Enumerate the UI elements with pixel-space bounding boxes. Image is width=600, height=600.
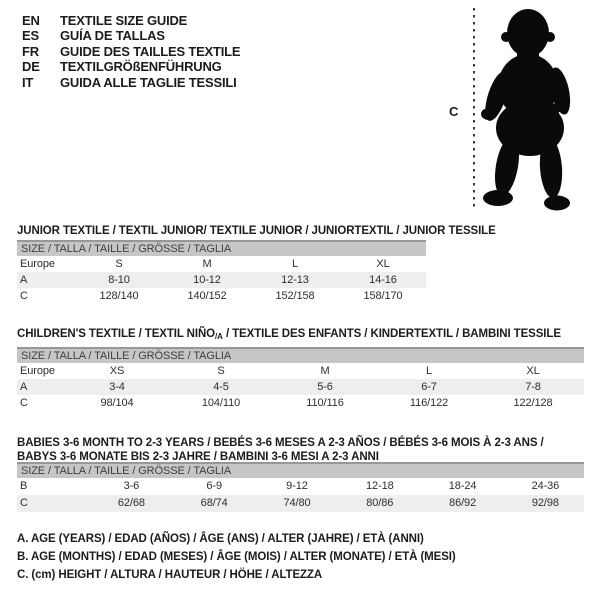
age-cell: 10-12 xyxy=(193,274,221,286)
footnote-c: C. (cm) HEIGHT / ALTURA / HAUTEUR / HÖHE… xyxy=(17,569,323,582)
age-cell: 14-16 xyxy=(369,274,397,286)
junior-size-table: SIZE / TALLA / TAILLE / GRÖSSE / TAGLIA … xyxy=(17,240,426,304)
language-row-fr: FR GUIDE DES TAILLES TEXTILE xyxy=(22,43,241,59)
size-header-bar: SIZE / TALLA / TAILLE / GRÖSSE / TAGLIA xyxy=(17,462,584,478)
title-text: / TEXTILE DES ENFANTS / KINDERTEXTIL / B… xyxy=(222,327,561,340)
language-code: IT xyxy=(22,74,34,90)
height-cell: 110/116 xyxy=(306,397,344,409)
age-cell: 9-12 xyxy=(286,480,308,492)
age-cell: 8-10 xyxy=(108,274,130,286)
height-cell: 140/152 xyxy=(187,290,227,302)
size-cell: XL xyxy=(526,365,540,377)
language-code: DE xyxy=(22,59,40,75)
title-subscript: /A xyxy=(215,331,223,341)
footnote-b: B. AGE (MONTHS) / EDAD (MESES) / ÂGE (MO… xyxy=(17,551,456,564)
age-cell: 3-4 xyxy=(109,381,125,393)
height-cell: 62/68 xyxy=(117,497,145,509)
footnotes: A. AGE (YEARS) / EDAD (AÑOS) / ÂGE (ANS)… xyxy=(17,530,456,585)
language-code: FR xyxy=(22,43,39,59)
age-cell: 4-5 xyxy=(213,381,229,393)
age-cell: 7-8 xyxy=(525,381,541,393)
title-text: CHILDREN'S TEXTILE / TEXTIL NIÑO xyxy=(17,327,216,340)
language-label: TEXTILE SIZE GUIDE xyxy=(60,13,188,28)
row-label: C xyxy=(20,397,28,409)
height-cell: 128/140 xyxy=(99,290,139,302)
height-cell: 98/104 xyxy=(100,397,134,409)
table-row-europe: Europe S M L XL xyxy=(17,256,426,272)
age-cell: 12-18 xyxy=(365,480,394,492)
height-cell: 80/86 xyxy=(366,497,394,509)
babies-table-title: BABIES 3-6 MONTH TO 2-3 YEARS / BEBÉS 3-… xyxy=(17,436,544,465)
size-cell: L xyxy=(425,365,433,377)
table-row-age: A 8-10 10-12 12-13 14-16 xyxy=(17,272,426,288)
language-list: EN TEXTILE SIZE GUIDE ES GUÍA DE TALLAS … xyxy=(22,13,241,90)
language-label: GUIDA ALLE TAGLIE TESSILI xyxy=(60,74,237,90)
size-cell: L xyxy=(291,258,299,270)
title-line-1: BABIES 3-6 MONTH TO 2-3 YEARS / BEBÉS 3-… xyxy=(17,436,544,449)
language-row-de: DE TEXTILGRÖßENFÜHRUNG xyxy=(22,59,240,74)
height-cell: 68/74 xyxy=(200,497,228,509)
size-cell: S xyxy=(217,365,225,377)
children-table-title: CHILDREN'S TEXTILE / TEXTIL NIÑO/A / TEX… xyxy=(17,328,561,341)
age-cell: 12-13 xyxy=(281,274,309,286)
height-cell: 158/170 xyxy=(363,290,403,302)
language-label: GUIDE DES TAILLES TEXTILE xyxy=(60,43,241,59)
size-cell: M xyxy=(320,365,330,377)
size-cell: M xyxy=(202,258,212,270)
baby-silhouette-icon xyxy=(481,9,571,211)
row-label: Europe xyxy=(20,365,55,377)
language-label: TEXTILGRÖßENFÜHRUNG xyxy=(60,59,222,75)
size-header-bar: SIZE / TALLA / TAILLE / GRÖSSE / TAGLIA xyxy=(17,347,584,363)
children-size-table: SIZE / TALLA / TAILLE / GRÖSSE / TAGLIA … xyxy=(17,347,584,411)
age-cell: 24-36 xyxy=(531,480,560,492)
table-row-europe: Europe XS S M L XL xyxy=(17,363,584,379)
age-cell: 5-6 xyxy=(317,381,333,393)
height-measure-line xyxy=(473,8,475,209)
table-row-age: A 3-4 4-5 5-6 6-7 7-8 xyxy=(17,379,584,395)
height-cell: 92/98 xyxy=(531,497,559,509)
junior-table-title: JUNIOR TEXTILE / TEXTIL JUNIOR/ TEXTILE … xyxy=(17,224,496,237)
language-code: ES xyxy=(22,28,39,44)
age-cell: 3-6 xyxy=(123,480,140,492)
row-label: B xyxy=(20,480,28,492)
language-label: GUÍA DE TALLAS xyxy=(60,28,165,44)
height-cell: 116/122 xyxy=(409,397,449,409)
row-label: A xyxy=(20,381,28,393)
height-cell: 86/92 xyxy=(449,497,477,509)
language-row-es: ES GUÍA DE TALLAS xyxy=(22,28,240,43)
footnote-a: A. AGE (YEARS) / EDAD (AÑOS) / ÂGE (ANS)… xyxy=(17,533,424,545)
height-measure-label: C xyxy=(449,104,459,119)
row-label: A xyxy=(20,274,28,286)
language-row-it: IT GUIDA ALLE TAGLIE TESSILI xyxy=(22,75,240,90)
size-cell: XL xyxy=(376,258,390,270)
age-cell: 6-9 xyxy=(206,480,222,492)
table-row-height: C 128/140 140/152 152/158 158/170 xyxy=(17,288,426,304)
table-row-age-months: B 3-6 6-9 9-12 12-18 18-24 24-36 xyxy=(17,478,584,495)
language-row-en: EN TEXTILE SIZE GUIDE xyxy=(22,13,240,28)
title-line-2: BABYS 3-6 MONATE BIS 2-3 JAHRE / BAMBINI… xyxy=(17,451,379,464)
size-header-bar: SIZE / TALLA / TAILLE / GRÖSSE / TAGLIA xyxy=(17,240,426,256)
table-row-height: C 62/68 68/74 74/80 80/86 86/92 92/98 xyxy=(17,495,584,512)
row-label: C xyxy=(20,290,28,302)
row-label: C xyxy=(20,497,28,509)
babies-size-table: SIZE / TALLA / TAILLE / GRÖSSE / TAGLIA … xyxy=(17,462,584,512)
height-cell: 152/158 xyxy=(275,290,315,302)
size-cell: S xyxy=(115,258,123,270)
size-cell: XS xyxy=(109,365,125,377)
language-code: EN xyxy=(22,13,40,28)
row-label: Europe xyxy=(20,258,55,270)
table-row-height: C 98/104 104/110 110/116 116/122 122/128 xyxy=(17,395,584,411)
age-cell: 18-24 xyxy=(448,480,477,492)
age-cell: 6-7 xyxy=(421,381,437,393)
height-cell: 74/80 xyxy=(283,497,311,509)
height-cell: 104/110 xyxy=(201,397,241,409)
height-cell: 122/128 xyxy=(513,397,553,409)
